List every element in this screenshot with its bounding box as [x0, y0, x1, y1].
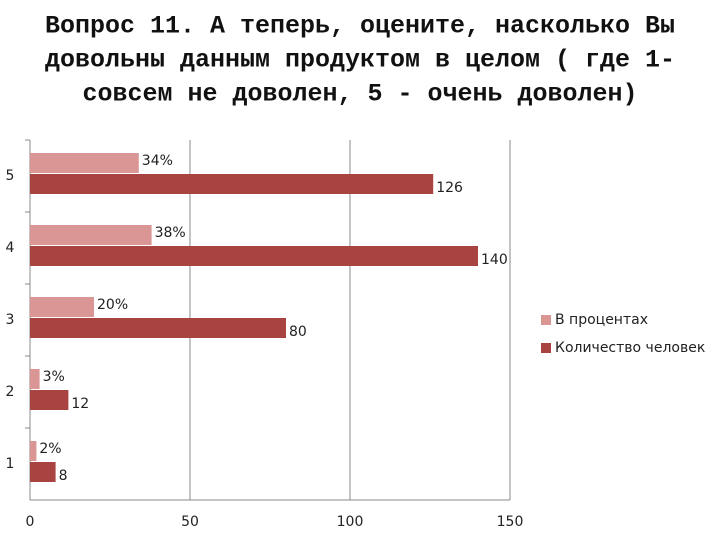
chart-title: совсем не доволен, 5 - очень доволен): [82, 80, 637, 109]
legend-label: В процентах: [555, 312, 648, 328]
x-tick-label: 50: [181, 514, 199, 530]
data-label: 20%: [97, 297, 128, 313]
data-label: 38%: [155, 225, 186, 241]
data-label: 12: [71, 396, 89, 412]
data-label: 140: [481, 252, 508, 268]
bar: [30, 225, 152, 245]
y-tick-label: 1: [6, 456, 15, 472]
data-label: 2%: [39, 441, 61, 457]
bar: [30, 246, 478, 266]
data-label: 126: [436, 180, 463, 196]
data-label: 80: [289, 324, 307, 340]
x-tick-label: 150: [497, 514, 524, 530]
bar: [30, 153, 139, 173]
y-tick-label: 5: [6, 168, 15, 184]
chart-title: Вопрос 11. А теперь, оцените, насколько …: [45, 12, 675, 41]
bar: [30, 369, 40, 389]
data-label: 8: [59, 468, 68, 484]
data-label: 3%: [43, 369, 65, 385]
x-tick-label: 0: [26, 514, 35, 530]
legend-swatch: [541, 315, 551, 325]
legend-label: Количество человек: [555, 340, 705, 356]
bar: [30, 174, 434, 194]
y-tick-label: 4: [6, 240, 15, 256]
legend-swatch: [541, 343, 551, 353]
bar: [30, 297, 94, 317]
data-label: 34%: [142, 153, 173, 169]
y-tick-label: 2: [6, 384, 15, 400]
x-tick-label: 100: [337, 514, 364, 530]
bar: [30, 462, 56, 482]
chart-title: довольны данным продуктом в целом ( где …: [45, 46, 675, 75]
bar: [30, 441, 37, 461]
bar: [30, 318, 286, 338]
y-tick-label: 3: [6, 312, 15, 328]
bar: [30, 390, 69, 410]
